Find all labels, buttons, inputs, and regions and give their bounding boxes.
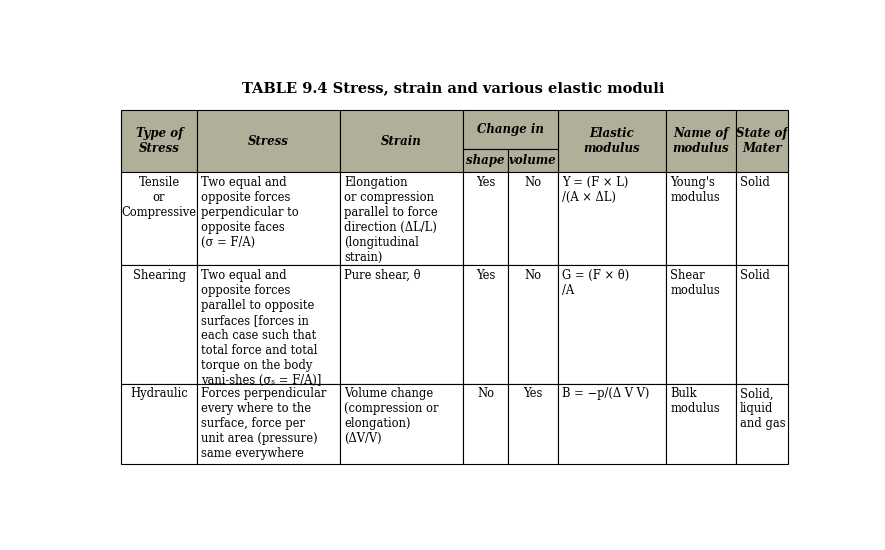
Text: Yes: Yes: [476, 269, 495, 282]
Bar: [340, 111, 463, 172]
Text: State of
Mater: State of Mater: [736, 127, 788, 155]
Bar: [463, 111, 558, 148]
Text: G = (F × θ)
/A: G = (F × θ) /A: [562, 269, 629, 297]
Text: No: No: [525, 175, 542, 189]
Text: No: No: [477, 387, 494, 400]
Bar: [340, 172, 463, 265]
Text: Elongation
or compression
parallel to force
direction (ΔL/L)
(longitudinal
strai: Elongation or compression parallel to fo…: [344, 175, 438, 263]
Text: Yes: Yes: [476, 175, 495, 189]
Text: Volume change
(compression or
elongation)
(ΔV/V): Volume change (compression or elongation…: [344, 387, 439, 446]
Text: Two equal and
opposite forces
parallel to opposite
surfaces [forces in
each case: Two equal and opposite forces parallel t…: [202, 269, 322, 387]
Bar: [558, 111, 666, 172]
Bar: [121, 265, 197, 384]
Text: Name of
modulus: Name of modulus: [673, 127, 729, 155]
Text: Change in: Change in: [477, 123, 543, 136]
Bar: [558, 265, 666, 384]
Bar: [508, 172, 558, 265]
Text: Shear
modulus: Shear modulus: [670, 269, 720, 297]
Text: TABLE 9.4 Stress, strain and various elastic moduli: TABLE 9.4 Stress, strain and various ela…: [242, 81, 665, 95]
Bar: [666, 111, 735, 172]
Text: Forces perpendicular
every where to the
surface, force per
unit area (pressure)
: Forces perpendicular every where to the …: [202, 387, 327, 460]
Bar: [463, 384, 508, 464]
Bar: [735, 265, 789, 384]
Text: Stress: Stress: [248, 135, 289, 147]
Bar: [121, 111, 197, 172]
Bar: [508, 148, 558, 172]
Bar: [558, 384, 666, 464]
Text: Hydraulic: Hydraulic: [130, 387, 188, 400]
Text: B = −p/(Δ V V): B = −p/(Δ V V): [562, 387, 650, 400]
Bar: [666, 384, 735, 464]
Bar: [121, 384, 197, 464]
Bar: [340, 265, 463, 384]
Text: Type of
Stress: Type of Stress: [135, 127, 182, 155]
Text: Yes: Yes: [523, 387, 543, 400]
Text: Bulk
modulus: Bulk modulus: [670, 387, 720, 415]
Bar: [463, 172, 508, 265]
Text: Pure shear, θ: Pure shear, θ: [344, 269, 420, 282]
Bar: [121, 172, 197, 265]
Text: Solid: Solid: [740, 175, 770, 189]
Bar: [735, 172, 789, 265]
Bar: [197, 384, 340, 464]
Text: Young's
modulus: Young's modulus: [670, 175, 720, 204]
Bar: [735, 384, 789, 464]
Bar: [558, 172, 666, 265]
Bar: [463, 265, 508, 384]
Bar: [197, 265, 340, 384]
Text: shape: shape: [466, 154, 504, 167]
Text: Solid,
liquid
and gas: Solid, liquid and gas: [740, 387, 786, 431]
Text: Elastic
modulus: Elastic modulus: [583, 127, 640, 155]
Text: Y = (F × L)
/(A × ΔL): Y = (F × L) /(A × ΔL): [562, 175, 628, 204]
Bar: [508, 265, 558, 384]
Bar: [735, 111, 789, 172]
Text: Shearing: Shearing: [133, 269, 186, 282]
Text: volume: volume: [509, 154, 557, 167]
Text: Tensile
or
Compressive: Tensile or Compressive: [121, 175, 196, 219]
Text: Solid: Solid: [740, 269, 770, 282]
Bar: [666, 172, 735, 265]
Bar: [340, 384, 463, 464]
Bar: [197, 172, 340, 265]
Bar: [508, 384, 558, 464]
Bar: [666, 265, 735, 384]
Text: Strain: Strain: [381, 135, 422, 147]
Bar: [197, 111, 340, 172]
Text: No: No: [525, 269, 542, 282]
Bar: [463, 148, 508, 172]
Text: Two equal and
opposite forces
perpendicular to
opposite faces
(σ = F/A): Two equal and opposite forces perpendicu…: [202, 175, 299, 249]
